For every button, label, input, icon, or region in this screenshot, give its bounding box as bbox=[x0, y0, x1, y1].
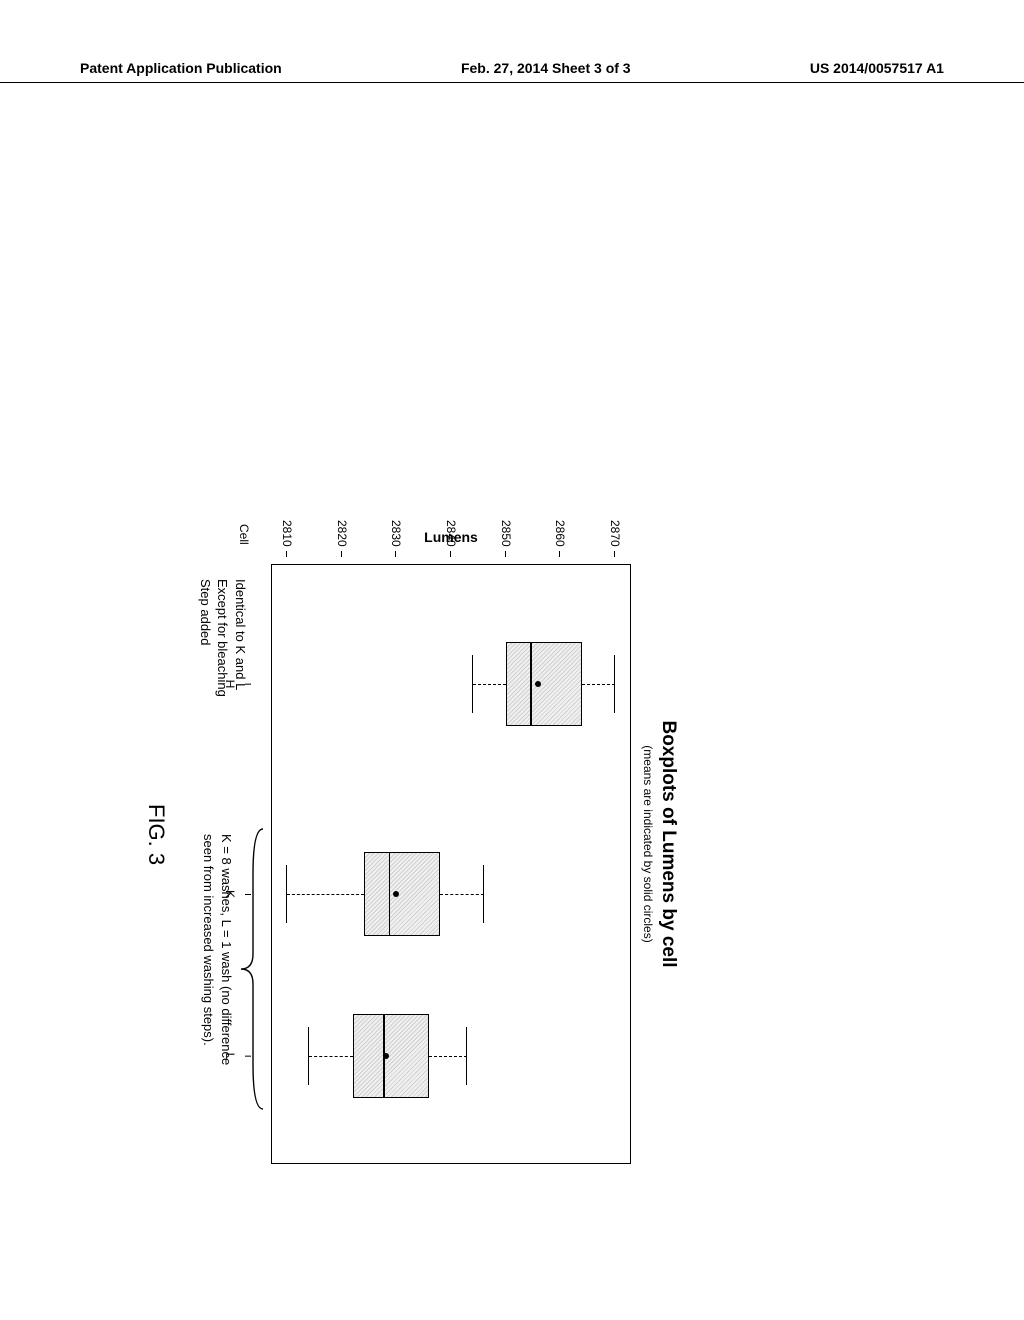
whisker-cap bbox=[308, 1027, 309, 1086]
annotation-left: Identical to K and L Except for bleachin… bbox=[196, 579, 249, 697]
y-tick: 2830 bbox=[389, 520, 403, 547]
header-left: Patent Application Publication bbox=[80, 60, 282, 76]
annotation-right: K = 8 washes, L = 1 wash (no difference … bbox=[200, 834, 235, 1065]
mean-dot-icon bbox=[383, 1053, 389, 1059]
whisker-line bbox=[473, 684, 506, 685]
y-tick: 2860 bbox=[553, 520, 567, 547]
boxplot-box bbox=[353, 1014, 429, 1098]
boxplot-box bbox=[506, 642, 582, 726]
header-center: Feb. 27, 2014 Sheet 3 of 3 bbox=[461, 60, 631, 76]
whisker-cap bbox=[472, 655, 473, 714]
figure-label: FIG. 3 bbox=[143, 804, 169, 865]
header-right: US 2014/0057517 A1 bbox=[810, 60, 944, 76]
whisker-cap bbox=[614, 655, 615, 714]
whisker-line bbox=[309, 1056, 353, 1057]
page-header: Patent Application Publication Feb. 27, … bbox=[0, 60, 1024, 83]
y-tick: 2840 bbox=[444, 520, 458, 547]
boxplot-median bbox=[389, 853, 391, 935]
y-tick: 2850 bbox=[499, 520, 513, 547]
y-tick: 2870 bbox=[608, 520, 622, 547]
plot-area: Lumens 2810282028302840285028602870 HKL … bbox=[271, 564, 631, 1164]
x-axis-label: Cell bbox=[237, 524, 251, 545]
annot-right-line-1: K = 8 washes, L = 1 wash (no difference bbox=[217, 834, 235, 1065]
annot-right-line-2: seen from increased washing steps). bbox=[200, 834, 218, 1065]
annot-left-line-2: Except for bleaching bbox=[214, 579, 232, 697]
figure-rotated-wrap: Boxplots of Lumens by cell (means are in… bbox=[271, 484, 679, 1204]
whisker-cap bbox=[483, 865, 484, 924]
whisker-line bbox=[429, 1056, 467, 1057]
mean-dot-icon bbox=[535, 681, 541, 687]
whisker-line bbox=[582, 684, 615, 685]
brace-icon bbox=[239, 824, 263, 1114]
annot-left-line-1: Identical to K and L bbox=[231, 579, 249, 697]
mean-dot-icon bbox=[393, 891, 399, 897]
whisker-cap bbox=[466, 1027, 467, 1086]
whisker-line bbox=[440, 894, 484, 895]
boxplot-box bbox=[364, 852, 440, 936]
whisker-cap bbox=[286, 865, 287, 924]
annot-left-line-3: Step added bbox=[196, 579, 214, 697]
chart-subtitle: (means are indicated by solid circles) bbox=[641, 484, 655, 1204]
boxplot-median bbox=[530, 643, 532, 725]
y-tick: 2810 bbox=[280, 520, 294, 547]
y-tick: 2820 bbox=[335, 520, 349, 547]
chart-title: Boxplots of Lumens by cell bbox=[657, 484, 679, 1204]
whisker-line bbox=[287, 894, 363, 895]
